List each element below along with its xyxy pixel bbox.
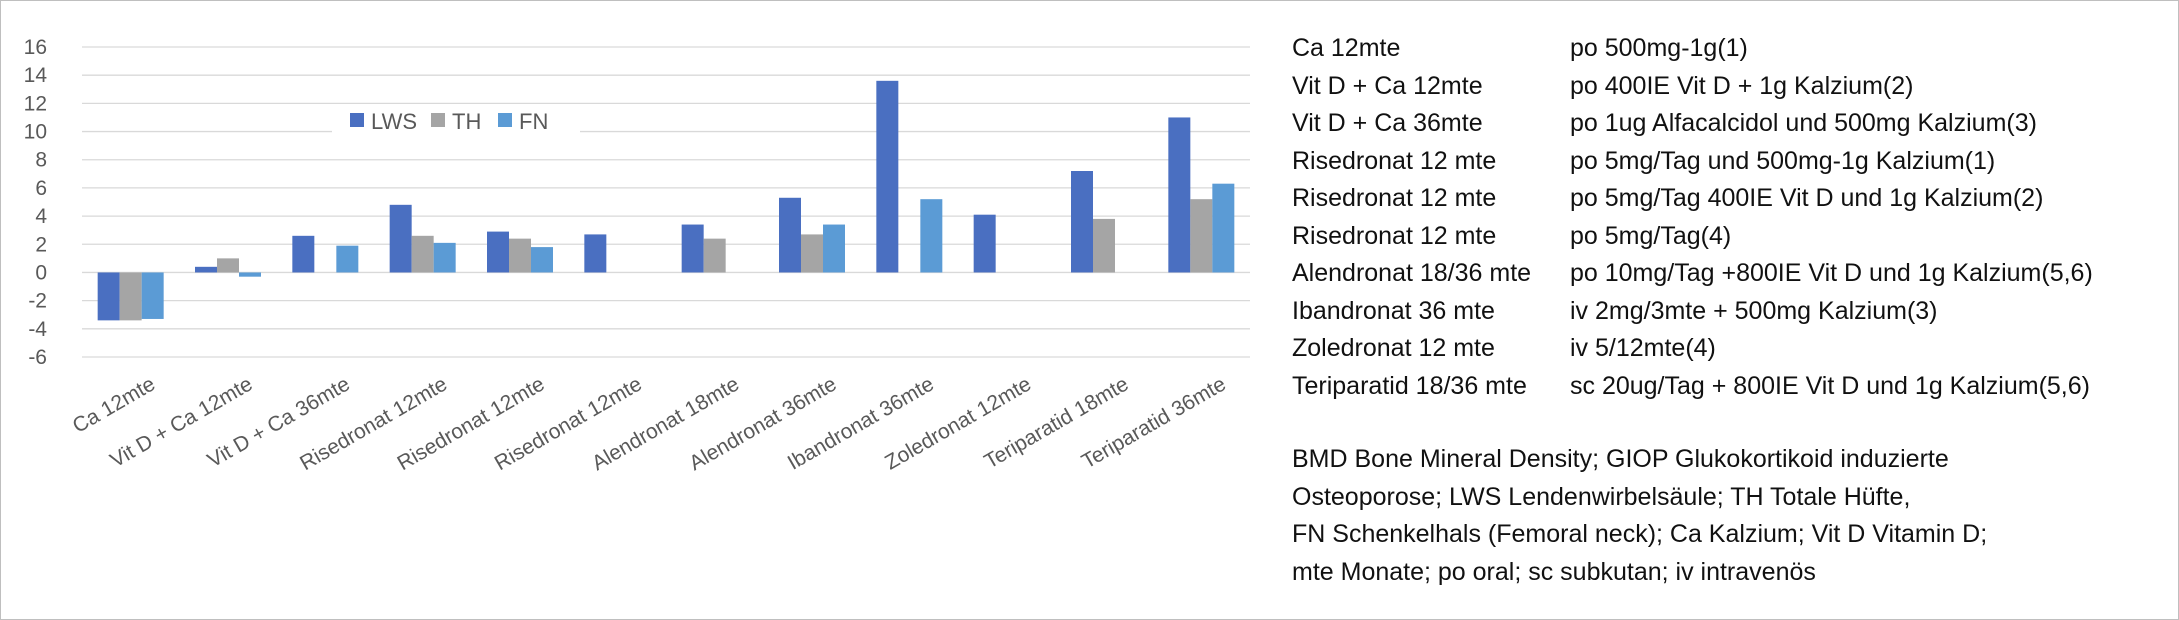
regimen-dose: po 1ug Alfacalcidol und 500mg Kalzium(3) (1570, 109, 2037, 138)
abbreviation-legend: BMD Bone Mineral Density; GIOP Glukokort… (1292, 441, 2172, 591)
legend-label: TH (452, 109, 481, 134)
regimen-row: Zoledronat 12 mte iv 5/12mte(4) (1292, 330, 2093, 368)
abbreviation-line: BMD Bone Mineral Density; GIOP Glukokort… (1292, 445, 1949, 473)
regimen-table: Ca 12mte po 500mg-1g(1) Vit D + Ca 12mte po… (1292, 30, 2093, 405)
bar-fn (920, 199, 943, 273)
bar-th (1093, 218, 1115, 273)
regimen-name: Vit D + Ca 36mte (1292, 109, 1483, 138)
bar-fn (141, 272, 164, 319)
regimen-dose: po 5mg/Tag(4) (1570, 221, 1732, 250)
legend: LWS TH FN (332, 104, 580, 140)
bar-lws (195, 266, 217, 273)
regimen-name: Risedronat 12 mte (1292, 221, 1497, 250)
y-tick-label: 10 (24, 121, 47, 144)
regimen-dose: po 5mg/Tag 400IE Vit D und 1g Kalzium(2) (1570, 184, 2044, 213)
bar-th (703, 238, 726, 273)
regimen-name: Risedronat 12 mte (1292, 184, 1497, 213)
legend-box (332, 104, 580, 140)
regimen-row: Ca 12mte po 500mg-1g(1) (1292, 30, 2093, 68)
bar-lws (97, 272, 120, 321)
legend-label: LWS (371, 109, 417, 134)
grid-lines (82, 46, 1250, 358)
regimen-dose: po 10mg/Tag +800IE Vit D und 1g Kalzium(… (1570, 259, 2093, 288)
regimen-name: Zoledronat 12 mte (1292, 334, 1495, 363)
y-axis-ticks: 16 14 12 10 8 6 4 2 0 -2 -4 -6 (24, 36, 48, 369)
y-tick-label: 14 (24, 64, 48, 87)
regimen-row: Risedronat 12 mte po 5mg/Tag 400IE Vit D … (1292, 180, 2093, 218)
regimen-dose: po 500mg-1g(1) (1570, 34, 1748, 63)
bar-th (411, 235, 434, 273)
bar-lws (1071, 171, 1093, 273)
x-tick-label: Ca 12mte (69, 372, 159, 437)
bar-th (119, 272, 142, 321)
regimen-row: Teriparatid 18/36 mte sc 20ug/Tag + 800IE… (1292, 368, 2093, 406)
bar-lws (779, 197, 801, 273)
legend-swatch (431, 113, 445, 127)
y-tick-label: 12 (24, 92, 47, 115)
y-tick-label: -2 (28, 290, 47, 313)
regimen-name: Ibandronat 36 mte (1292, 296, 1495, 325)
regimen-row: Ibandronat 36 mte iv 2mg/3mte + 500mg Kal… (1292, 293, 2093, 331)
y-tick-label: 0 (35, 261, 47, 284)
bar-th (509, 238, 531, 273)
regimen-name: Ca 12mte (1292, 34, 1401, 63)
bar-fn (239, 272, 261, 277)
regimen-row: Alendronat 18/36 mte po 10mg/Tag +800IE V… (1292, 255, 2093, 293)
abbreviation-line: Osteoporose; LWS Lendenwirbelsäule; TH T… (1292, 482, 1911, 511)
regimen-row: Vit D + Ca 12mte po 400IE Vit D + 1g Kalz… (1292, 68, 2093, 106)
bar-fn (531, 247, 553, 273)
regimen-panel: Ca 12mte po 500mg-1g(1) Vit D + Ca 12mte po… (1292, 30, 2172, 591)
bar-th (1190, 199, 1213, 273)
y-tick-label: -4 (28, 318, 47, 341)
regimen-name: Alendronat 18/36 mte (1292, 259, 1532, 288)
regimen-dose: po 5mg/Tag und 500mg-1g Kalzium(1) (1570, 146, 1996, 175)
bar-lws (876, 80, 899, 273)
bar-lws (292, 235, 315, 273)
bar-lws (487, 231, 509, 273)
bar-lws (973, 214, 996, 273)
legend-swatch (498, 113, 512, 127)
y-tick-label: -6 (28, 346, 47, 369)
bar-lws (584, 234, 607, 273)
abbreviation-line: FN Schenkelhals (Femoral neck); Ca Kalzi… (1292, 520, 1988, 548)
regimen-name: Risedronat 12 mte (1292, 146, 1497, 175)
regimen-name: Teriparatid 18/36 mte (1292, 371, 1527, 400)
y-tick-label: 4 (35, 205, 47, 228)
bar-fn (823, 224, 845, 273)
regimen-dose: iv 2mg/3mte + 500mg Kalzium(3) (1570, 296, 1938, 325)
regimen-row: Vit D + Ca 36mte po 1ug Alfacalcidol und … (1292, 105, 2093, 143)
y-tick-label: 2 (35, 233, 47, 256)
y-tick-label: 16 (24, 36, 47, 59)
regimen-name: Vit D + Ca 12mte (1292, 71, 1483, 100)
bar-lws (1168, 117, 1191, 273)
legend-label: FN (519, 109, 548, 134)
bar-th (217, 258, 239, 273)
bar-fn (336, 245, 359, 273)
y-tick-label: 8 (35, 149, 47, 172)
regimen-dose: iv 5/12mte(4) (1570, 334, 1716, 363)
regimen-row: Risedronat 12 mte po 5mg/Tag und 500mg-1g… (1292, 143, 2093, 181)
abbreviation-line: mte Monate; po oral; sc subkutan; iv int… (1292, 557, 1816, 586)
regimen-row: Risedronat 12 mte po 5mg/Tag(4) (1292, 218, 2093, 256)
bar-th (801, 234, 823, 273)
bar-fn (433, 242, 456, 273)
legend-swatch (350, 113, 364, 127)
bar-lws (389, 204, 412, 273)
bars (97, 80, 1235, 321)
bar-lws (681, 224, 704, 273)
bar-fn (1212, 183, 1235, 273)
y-tick-label: 6 (35, 177, 47, 200)
regimen-dose: po 400IE Vit D + 1g Kalzium(2) (1570, 71, 1914, 100)
regimen-dose: sc 20ug/Tag + 800IE Vit D und 1g Kalzium… (1570, 371, 2090, 400)
